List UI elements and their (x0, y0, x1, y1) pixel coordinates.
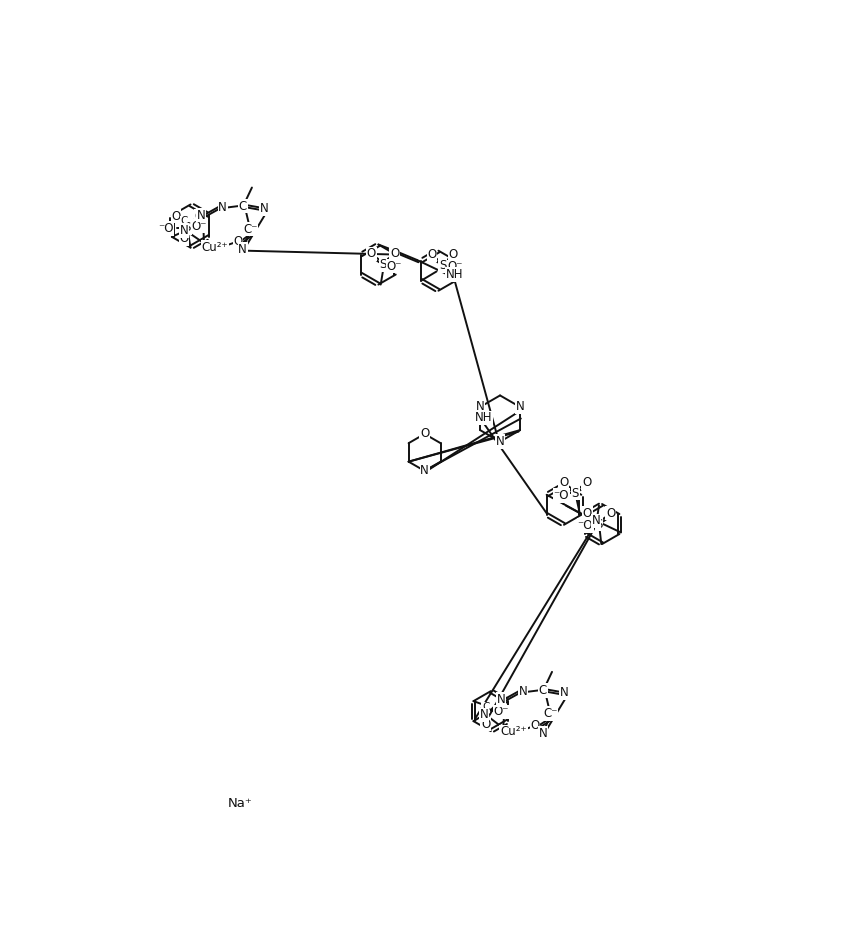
Text: N: N (218, 201, 227, 214)
Text: C⁻: C⁻ (543, 707, 557, 720)
Text: S: S (380, 258, 386, 271)
Text: O⁻: O⁻ (447, 261, 463, 274)
Text: O: O (481, 717, 490, 730)
Text: N: N (515, 401, 525, 414)
Text: ⁻O: ⁻O (553, 489, 569, 502)
Text: O: O (427, 248, 436, 261)
Text: O: O (582, 476, 591, 489)
Text: O: O (367, 248, 376, 261)
Text: S: S (572, 487, 578, 500)
Text: ⁻O: ⁻O (158, 222, 173, 234)
Text: Cu²⁺: Cu²⁺ (201, 241, 228, 254)
Text: Na⁺: Na⁺ (227, 797, 252, 810)
Text: C⁻: C⁻ (243, 222, 258, 235)
Text: O: O (171, 209, 180, 222)
Text: O: O (530, 719, 540, 732)
Text: N: N (497, 693, 505, 706)
Text: O: O (179, 232, 189, 245)
Text: O: O (195, 209, 204, 222)
Text: N: N (197, 209, 205, 221)
Text: S: S (595, 517, 603, 531)
Text: N: N (519, 686, 527, 699)
Text: N: N (476, 401, 484, 414)
Text: NH: NH (475, 411, 493, 424)
Text: N: N (180, 224, 189, 237)
Text: C: C (238, 200, 247, 213)
Text: C: C (539, 684, 547, 697)
Text: N: N (496, 435, 504, 448)
Text: N: N (238, 243, 247, 256)
Text: O⁻: O⁻ (493, 705, 509, 718)
Text: O: O (449, 248, 458, 261)
Text: O: O (583, 507, 592, 519)
Text: O⁻: O⁻ (192, 219, 207, 233)
Text: O: O (390, 248, 399, 261)
Text: O: O (606, 507, 616, 519)
Text: N: N (538, 727, 547, 740)
Text: N: N (592, 515, 600, 528)
Text: C: C (482, 702, 489, 713)
Text: S: S (184, 221, 191, 234)
Text: S: S (439, 259, 446, 272)
Text: Cu²⁺: Cu²⁺ (500, 726, 527, 739)
Text: NH: NH (445, 268, 463, 281)
Text: O: O (233, 235, 242, 248)
Text: C: C (180, 217, 188, 226)
Text: O: O (420, 428, 429, 441)
Text: ⁻O: ⁻O (578, 519, 593, 532)
Text: O⁻: O⁻ (386, 260, 402, 273)
Text: N: N (260, 202, 269, 215)
Text: O: O (559, 476, 568, 489)
Text: N: N (560, 686, 568, 700)
Text: N: N (480, 709, 488, 721)
Text: N: N (420, 464, 429, 477)
